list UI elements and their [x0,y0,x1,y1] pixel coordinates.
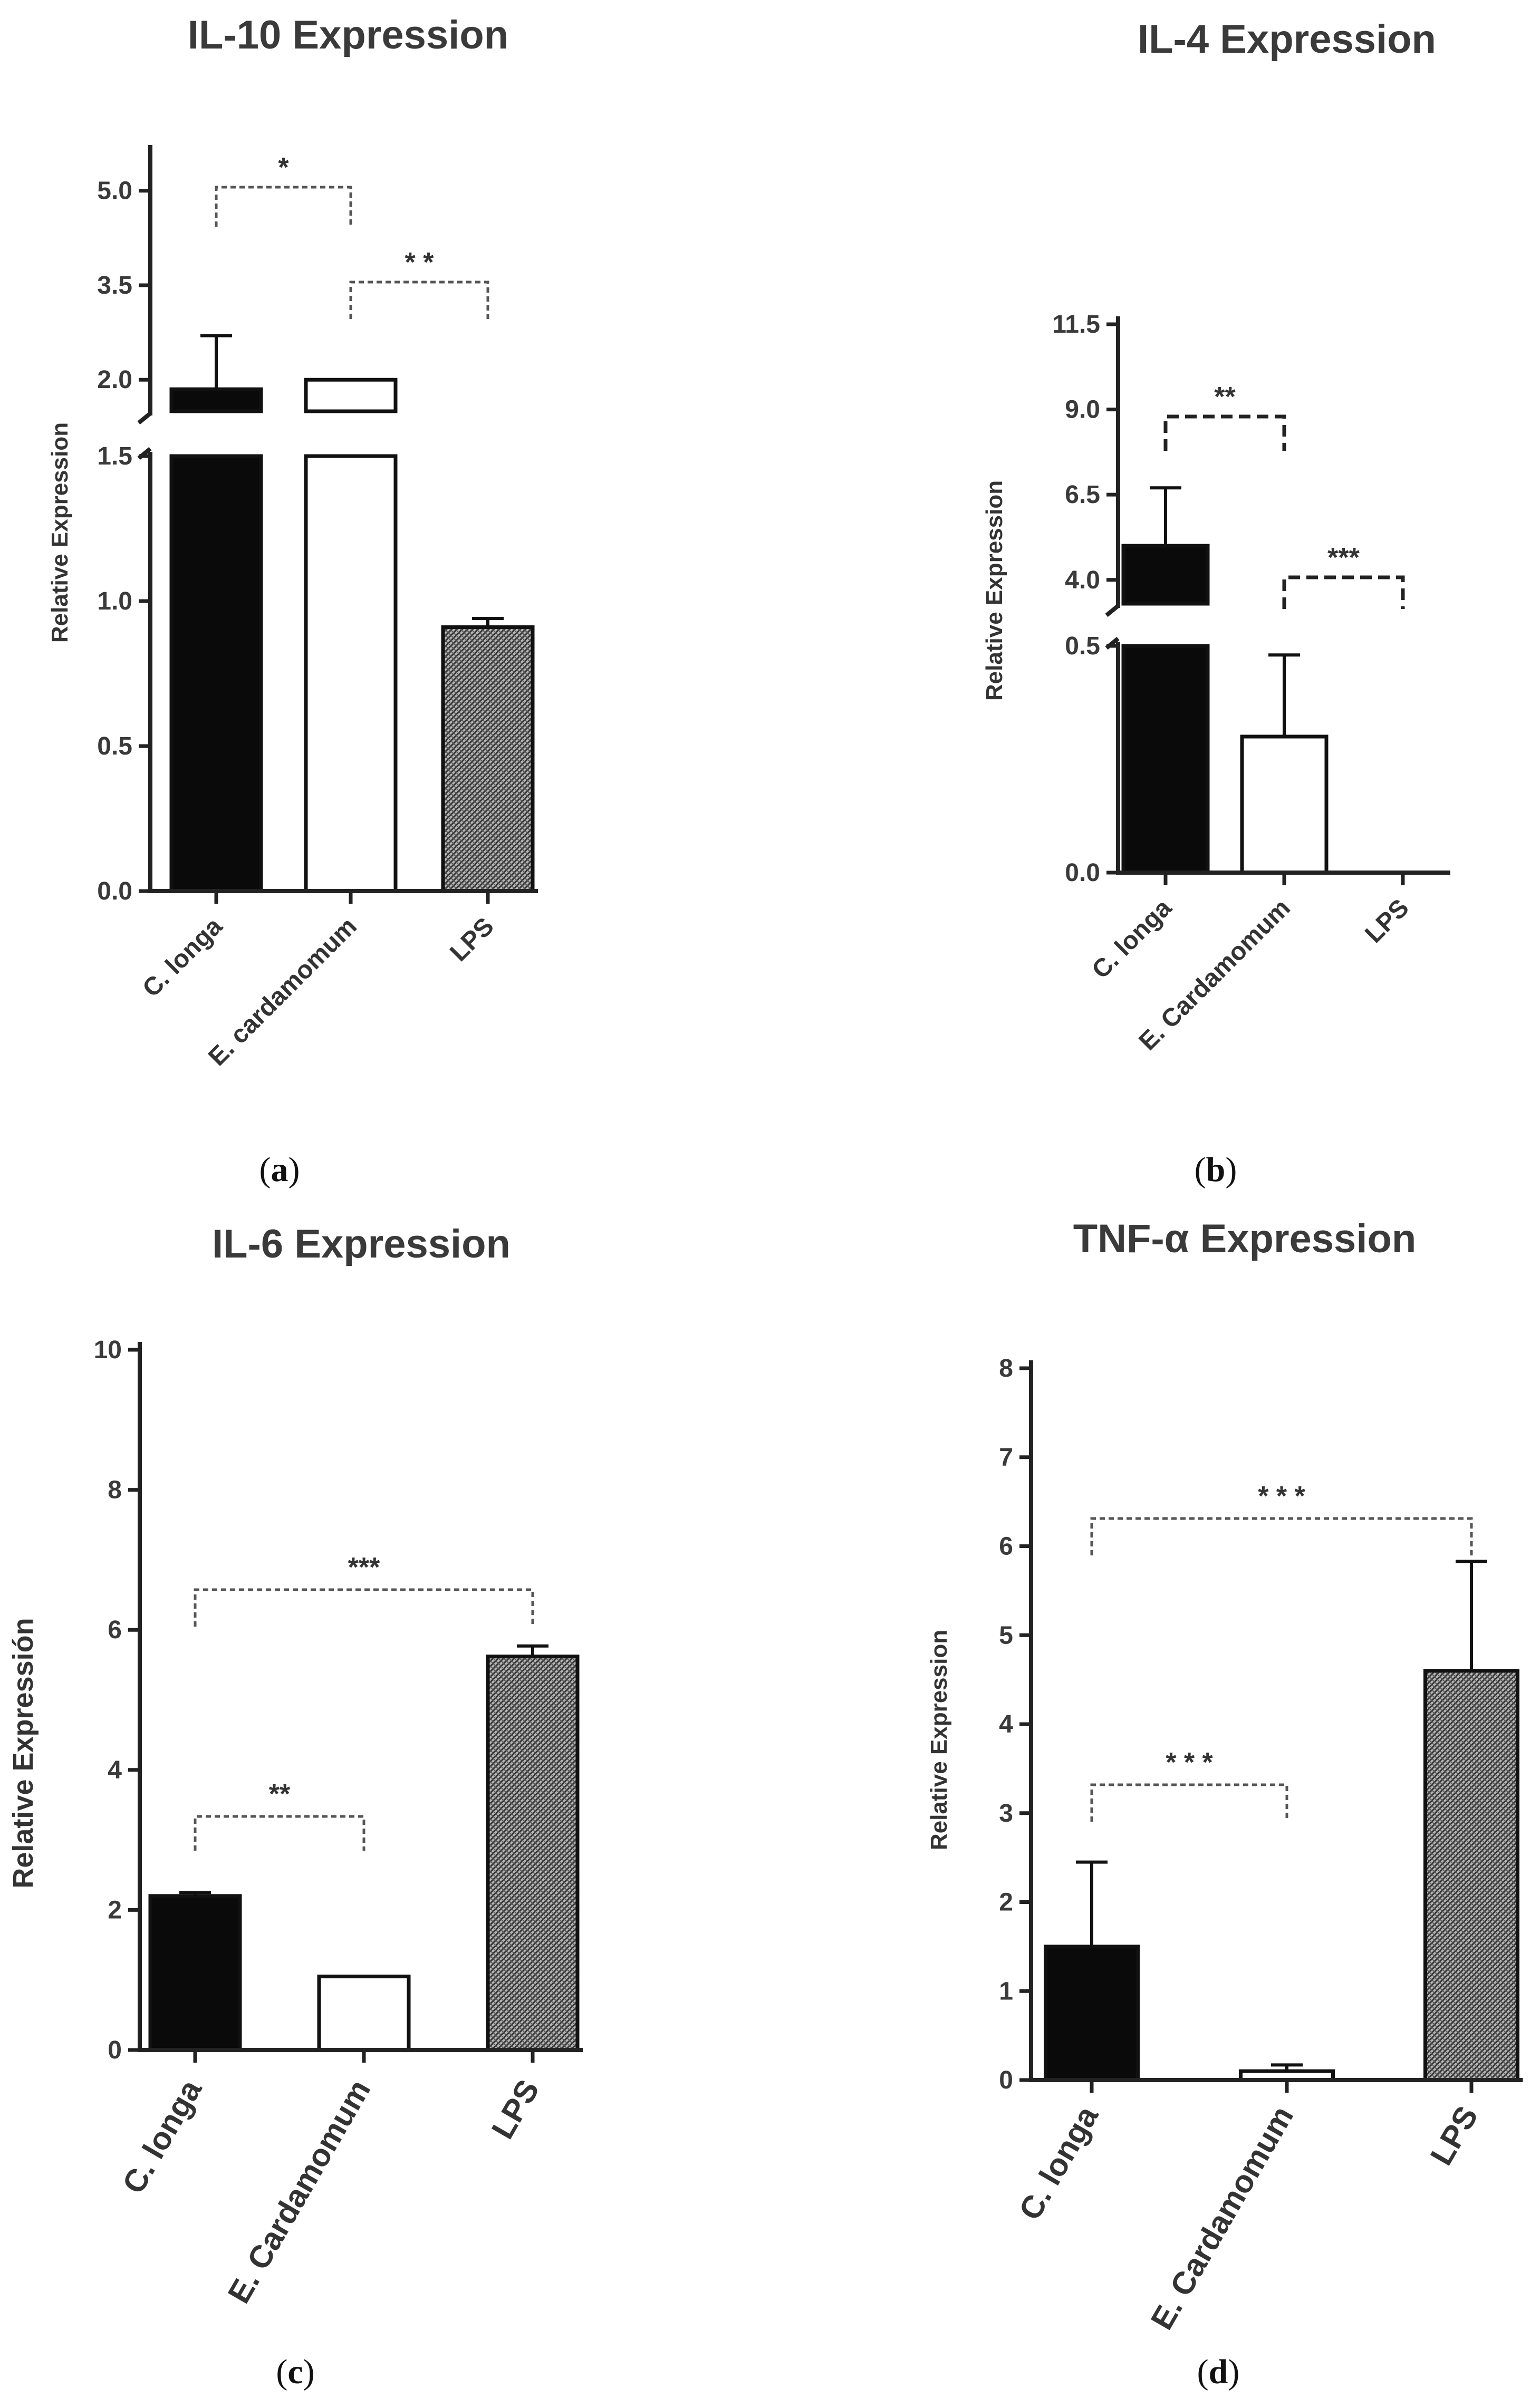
bar [441,625,535,893]
y-tick-label: 0 [108,2036,122,2064]
bar [1121,544,1210,606]
significance-bracket [1163,414,1286,451]
x-category-label: C. longa [1012,2100,1105,2226]
x-category-label: C. longa [116,2073,209,2199]
bar [1044,1945,1140,2082]
bar [1240,734,1329,875]
y-tick-label: 4.0 [1065,566,1100,594]
panel-caption: (d) [1197,2353,1240,2391]
y-tick-label: 4 [108,1756,122,1784]
significance-label: * [278,152,289,183]
significance-bracket [215,186,352,227]
y-tick-label: 0 [999,2066,1013,2094]
chart-title: IL-4 Expression [1138,17,1436,62]
significance-bracket [349,281,489,319]
y-tick-label: 6.5 [1065,481,1100,509]
significance-bracket [194,1588,534,1627]
y-axis-label: Relative Expressión [7,1618,39,1888]
axis-break-mark [137,411,152,460]
y-tick-label: 11.5 [1052,311,1100,339]
y-tick-label: 0.0 [97,877,132,905]
y-tick-label: 9.0 [1065,396,1100,424]
panel-il6: IL-6 Expression Relative Expressión (c) … [7,1222,583,2391]
y-axis-label: Relative Expression [47,422,73,643]
significance-bracket [1090,1783,1288,1822]
significance-bracket [1090,1517,1473,1555]
bar [169,387,263,413]
y-axis-label: Relative Expression [981,480,1007,701]
y-tick-label: 5 [999,1621,1013,1649]
significance-bracket [194,1815,365,1851]
panel-tnf-alpha: TNF-α Expression Relative Expression (d)… [926,1216,1523,2391]
y-tick-label: 5.0 [97,177,132,205]
y-tick-label: 3.5 [97,272,132,299]
y-tick-label: 3 [999,1800,1013,1827]
axis-break-mark [1105,604,1120,650]
significance-label: *** [348,1552,380,1583]
significance-label: *** [1327,543,1360,573]
bar [1121,644,1210,875]
x-category-label: LPS [1360,894,1414,948]
significance-label: ** [269,1779,291,1810]
x-category-label: C. longa [137,912,228,1003]
significance-bracket [1282,575,1405,609]
y-tick-label: 0.5 [97,732,132,760]
x-category-label: LPS [1423,2100,1485,2171]
y-tick-label: 2.0 [97,366,132,394]
y-tick-label: 1.5 [97,442,132,470]
bar [1423,1669,1519,2082]
significance-label: * * * [1166,1747,1213,1778]
bar [304,454,398,893]
y-tick-label: 8 [108,1476,122,1504]
y-tick-label: 2 [999,1889,1013,1917]
y-tick-label: 1.0 [97,587,132,615]
panel-caption: (a) [259,1150,300,1189]
y-axis-label: Relative Expression [926,1630,952,1850]
bar [304,378,398,413]
bar [317,1975,411,2052]
significance-label: * * [405,247,435,278]
y-tick-label: 1 [999,1977,1013,2005]
y-tick-label: 7 [999,1444,1013,1472]
significance-label: * * * [1258,1481,1305,1512]
chart-title: IL-10 Expression [188,13,508,57]
x-category-label: E. Cardamomum [1144,2100,1300,2335]
x-category-label: LPS [485,2074,546,2145]
panel-caption: (c) [276,2353,314,2391]
x-category-label: E. Cardamomum [221,2074,377,2309]
bar [148,1894,242,2052]
x-category-label: LPS [445,912,499,966]
y-tick-label: 10 [94,1336,122,1364]
x-category-label: E. cardamomum [203,912,362,1071]
y-tick-label: 0.5 [1065,632,1100,660]
chart-title: TNF-α Expression [1073,1216,1417,1261]
bar [169,454,263,893]
y-tick-label: 4 [999,1710,1013,1738]
bar [486,1655,580,2052]
y-tick-label: 6 [999,1533,1013,1561]
panel-caption: (b) [1195,1150,1237,1189]
panel-il10: IL-10 Expression Relative Expression (a)… [47,13,538,1189]
panel-il4: IL-4 Expression Relative Expression (b) … [981,17,1450,1189]
significance-label: ** [1214,382,1236,412]
y-tick-label: 0.0 [1065,859,1100,887]
y-tick-label: 8 [999,1355,1013,1382]
y-tick-label: 2 [108,1896,122,1924]
x-category-label: C. longa [1086,894,1177,984]
chart-title: IL-6 Expression [212,1222,511,1266]
y-tick-label: 6 [108,1616,122,1644]
